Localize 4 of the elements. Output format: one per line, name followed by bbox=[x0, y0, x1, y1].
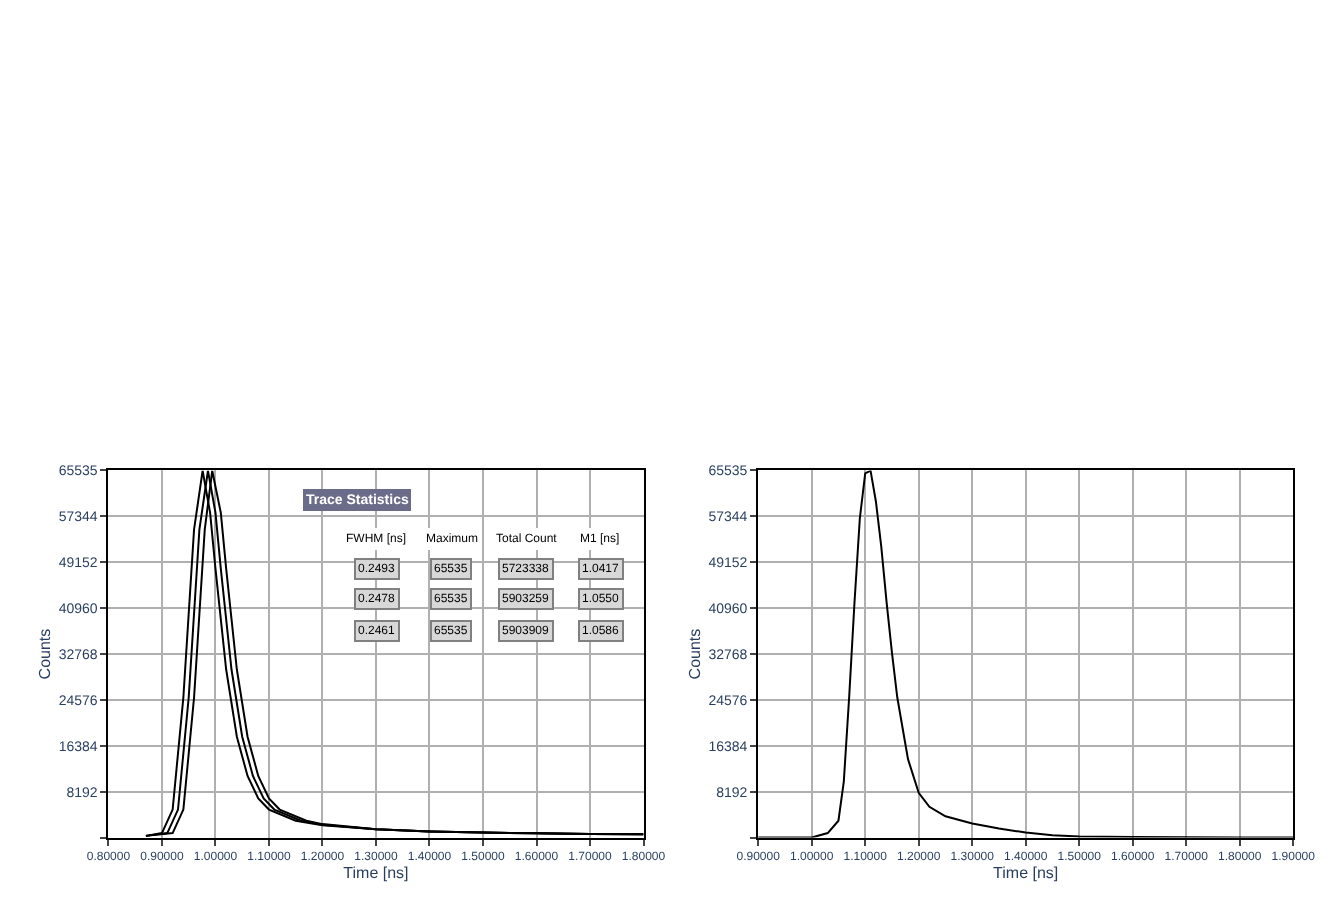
x-axis-title: Time [ns] bbox=[343, 864, 409, 883]
y-axis-title: Counts bbox=[36, 628, 55, 680]
x-axis-title: Time [ns] bbox=[993, 864, 1059, 883]
y-axis-title: Counts bbox=[685, 628, 704, 680]
